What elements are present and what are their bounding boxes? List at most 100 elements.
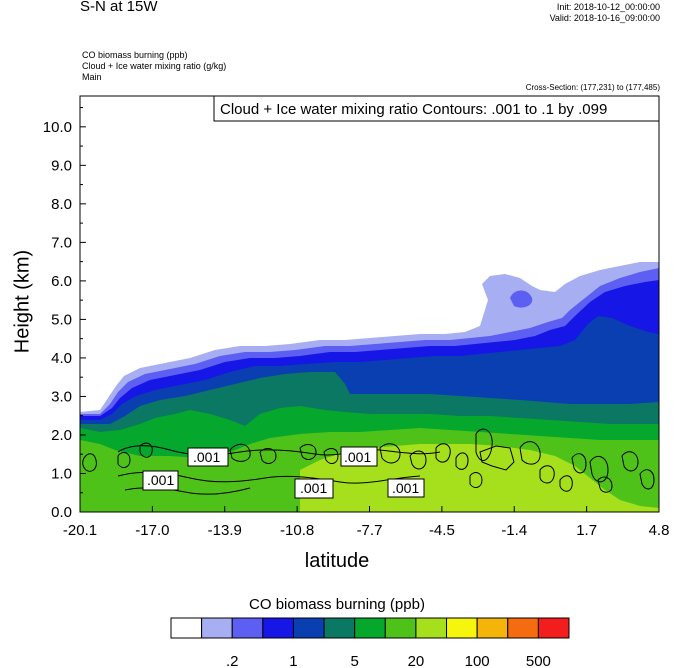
valid-time: Valid: 2018-10-16_09:00:00 xyxy=(549,13,660,23)
contour-label: .001 xyxy=(340,446,378,467)
variable-list: CO biomass burning (ppb) Cloud + Ice wat… xyxy=(82,50,226,83)
contour-line xyxy=(539,465,555,484)
y-tick-label: 1.0 xyxy=(51,465,72,482)
plot-title: S-N at 15W xyxy=(80,0,158,15)
x-tick-label: 4.8 xyxy=(649,522,670,539)
colorbar-label: 100 xyxy=(465,653,490,668)
contour-info-box: Cloud + Ice water mixing ratio Contours:… xyxy=(213,95,660,122)
contour-line xyxy=(435,443,451,463)
contour-label-frame xyxy=(340,446,378,467)
contour-line xyxy=(259,448,277,464)
contour-line xyxy=(589,455,609,483)
y-tick-label: 9.0 xyxy=(51,157,72,174)
contour-line xyxy=(639,469,655,490)
colorbar-swatch xyxy=(201,617,233,639)
contour-line xyxy=(299,444,317,460)
contour-line xyxy=(571,453,587,474)
cloud-contours xyxy=(82,428,655,495)
colorbar-label: 1 xyxy=(289,653,297,668)
y-tick-label: 10.0 xyxy=(43,119,72,136)
y-tick-label: 4.0 xyxy=(51,350,72,367)
contour-label-text: .001 xyxy=(392,480,419,496)
y-axis-label: Height (km) xyxy=(11,249,34,354)
contour-info-frame xyxy=(213,95,660,122)
contour-line xyxy=(379,443,401,464)
contour-line xyxy=(323,448,339,464)
colorbar-swatch xyxy=(476,617,509,639)
shaded-field xyxy=(80,96,659,512)
y-tick-label: 6.0 xyxy=(51,273,72,290)
colorbar-label: 5 xyxy=(351,653,359,668)
x-tick-label: -13.9 xyxy=(208,522,242,539)
colorbar-title: CO biomass burning (ppb) xyxy=(249,596,425,613)
contour-line xyxy=(475,428,493,461)
variable-cloud: Cloud + Ice water mixing ratio (g/kg) xyxy=(82,61,227,71)
contour-label-frame xyxy=(294,478,334,499)
contour-label: .001 xyxy=(142,470,179,491)
y-tick-label: 2.0 xyxy=(51,427,72,444)
x-axis: -20.1 -17.0 -13.9 -10.8 -7.7 -4.5 -1.4 1.7 4.8 xyxy=(63,506,670,539)
contour-line xyxy=(597,476,613,493)
y-tick-label: 8.0 xyxy=(51,196,72,213)
colorbar-swatch xyxy=(323,617,356,639)
variable-co: CO biomass burning (ppb) xyxy=(82,50,188,60)
y-tick-label: 5.0 xyxy=(51,311,72,328)
colorbar-label: 20 xyxy=(408,653,425,668)
contour-info-text: Cloud + Ice water mixing ratio Contours:… xyxy=(220,101,607,118)
colorbar-swatch xyxy=(292,617,325,639)
contour-line xyxy=(117,445,441,456)
colorbar: .2 1 5 20 100 500 xyxy=(170,617,570,668)
contour-line xyxy=(621,451,639,472)
y-tick-label: 3.0 xyxy=(51,388,72,405)
colorbar-swatch xyxy=(507,617,539,639)
contour-label-frame xyxy=(142,470,179,491)
contour-label: .001 xyxy=(294,478,334,499)
x-tick-label: -4.5 xyxy=(429,522,455,539)
contour-labels: .001 .001 .001 .001 .001 xyxy=(142,446,425,499)
x-tick-label: -7.7 xyxy=(357,522,383,539)
init-valid-times: Init: 2018-10-12_00:00:00 Valid: 2018-10… xyxy=(550,2,660,24)
colorbar-swatch xyxy=(170,617,203,639)
colorbar-swatch xyxy=(415,617,448,639)
contour-line xyxy=(479,445,515,471)
contour-label-text: .001 xyxy=(300,480,327,496)
contour-line xyxy=(409,450,427,470)
variable-main: Main xyxy=(82,72,102,82)
contour-label: .001 xyxy=(187,447,229,467)
y-tick-label: 0.0 xyxy=(51,504,72,521)
colorbar-swatch xyxy=(231,617,264,639)
colorbar-swatch xyxy=(537,617,570,639)
x-tick-label: 1.7 xyxy=(576,522,597,539)
contour-line xyxy=(117,452,131,468)
colorbar-label: .2 xyxy=(226,653,239,668)
contour-label-text: .001 xyxy=(344,449,371,465)
contour-label: .001 xyxy=(387,478,425,498)
x-tick-label: -1.4 xyxy=(501,522,527,539)
contour-line xyxy=(519,441,541,465)
colorbar-swatch xyxy=(354,617,386,639)
x-axis-label: latitude xyxy=(304,550,370,572)
colorbar-label: 500 xyxy=(526,653,551,668)
init-time: Init: 2018-10-12_00:00:00 xyxy=(556,2,660,12)
contour-line xyxy=(229,443,251,462)
y-axis: 0.0 1.0 2.0 3.0 4.0 5.0 6.0 7.0 8.0 9.0 10.0 xyxy=(43,107,86,521)
contour-line xyxy=(469,472,483,488)
contour-line xyxy=(139,442,153,458)
cross-section-label: Cross-Section: (177,231) to (177,485) xyxy=(525,83,660,92)
contour-label-frame xyxy=(387,478,425,498)
colorbar-swatch xyxy=(446,617,478,639)
x-tick-label: -17.0 xyxy=(135,522,169,539)
contour-line xyxy=(82,453,97,472)
colorbar-swatch xyxy=(384,617,417,639)
contour-line xyxy=(455,452,469,470)
colorbar-swatch xyxy=(262,617,294,639)
contour-label-text: .001 xyxy=(147,472,174,488)
contour-line xyxy=(559,475,573,492)
x-tick-label: -20.1 xyxy=(63,522,97,539)
y-tick-label: 7.0 xyxy=(51,234,72,251)
x-tick-label: -10.8 xyxy=(280,522,314,539)
contour-label-frame xyxy=(187,447,229,467)
contour-label-text: .001 xyxy=(193,449,220,465)
field-pocket-medium-blue xyxy=(510,290,533,308)
